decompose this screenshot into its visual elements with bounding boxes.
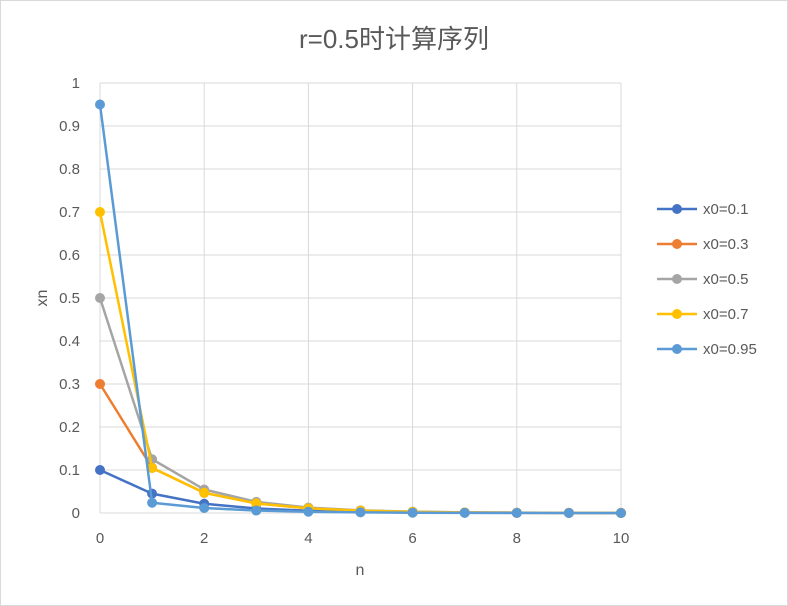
data-point xyxy=(95,379,105,389)
data-point xyxy=(95,293,105,303)
y-tick-label: 0 xyxy=(72,505,80,522)
x-tick-label: 8 xyxy=(513,530,521,547)
x-tick-label: 0 xyxy=(96,530,104,547)
legend: x0=0.1 x0=0.3 x0=0.5 x0=0.7 x0=0.95 xyxy=(657,201,757,358)
legend-item: x0=0.3 xyxy=(657,236,748,253)
x-tick-label: 10 xyxy=(613,530,630,547)
legend-label: x0=0.1 xyxy=(703,201,748,218)
y-tick-label: 0.4 xyxy=(59,333,80,350)
data-point xyxy=(251,505,262,516)
y-axis-label: xn xyxy=(34,290,51,307)
x-tick-label: 4 xyxy=(304,530,312,547)
legend-label: x0=0.7 xyxy=(703,306,748,323)
series-line xyxy=(98,211,622,515)
data-point xyxy=(147,497,158,508)
series-line xyxy=(98,104,622,515)
tick-labels: 00.10.20.30.40.50.60.70.80.910 2 4 6 8 10 xyxy=(59,75,629,547)
data-point xyxy=(459,507,470,518)
data-point xyxy=(199,503,210,514)
y-tick-label: 0.7 xyxy=(59,204,80,221)
legend-label: x0=0.3 xyxy=(703,236,748,253)
legend-swatch-marker xyxy=(672,274,682,284)
series-x0=0.95 xyxy=(95,99,626,518)
data-point xyxy=(95,207,105,217)
y-tick-label: 0.3 xyxy=(59,376,80,393)
data-point xyxy=(511,507,522,518)
data-point xyxy=(303,506,314,517)
x-tick-label: 6 xyxy=(408,530,416,547)
y-tick-label: 0.8 xyxy=(59,161,80,178)
legend-item: x0=0.7 xyxy=(657,306,748,323)
legend-swatch-marker xyxy=(672,344,682,354)
grid xyxy=(99,82,622,514)
data-point xyxy=(355,507,366,518)
legend-label: x0=0.5 xyxy=(703,271,748,288)
y-tick-label: 0.9 xyxy=(59,118,80,135)
data-point xyxy=(563,507,574,518)
legend-item: x0=0.5 xyxy=(657,271,748,288)
y-tick-label: 0.1 xyxy=(59,462,80,479)
legend-item: x0=0.1 xyxy=(657,201,748,218)
legend-swatch-marker xyxy=(672,204,682,214)
data-point xyxy=(199,487,210,498)
legend-item: x0=0.95 xyxy=(657,341,757,358)
chart-title: r=0.5时计算序列 xyxy=(299,24,489,54)
data-point xyxy=(95,465,105,475)
legend-swatch-marker xyxy=(672,309,682,319)
legend-label: x0=0.95 xyxy=(703,341,757,358)
legend-swatch-marker xyxy=(672,239,682,249)
series-x0=0.5 xyxy=(95,293,626,518)
data-point xyxy=(147,462,158,473)
data-point xyxy=(407,507,418,518)
data-point xyxy=(95,99,105,110)
y-tick-label: 0.6 xyxy=(59,247,80,264)
data-point xyxy=(251,498,262,509)
x-axis-label: n xyxy=(356,562,365,579)
data-point xyxy=(616,508,626,518)
y-tick-label: 0.2 xyxy=(59,419,80,436)
x-tick-label: 2 xyxy=(200,530,208,547)
series-line xyxy=(98,383,622,515)
series xyxy=(95,99,626,518)
y-tick-label: 0.5 xyxy=(59,290,80,307)
y-tick-label: 1 xyxy=(72,75,80,92)
